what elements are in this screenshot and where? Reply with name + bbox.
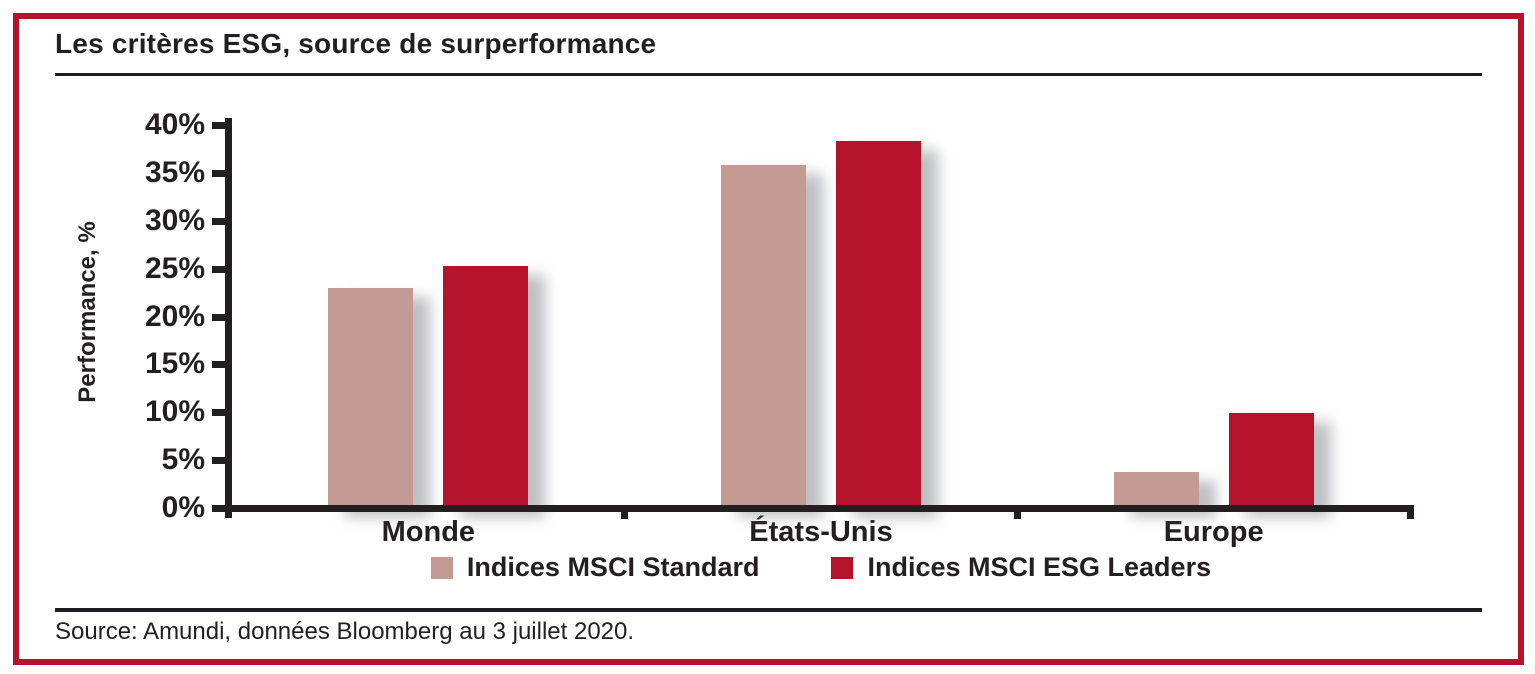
chart-title: Les critères ESG, source de surperforman… <box>55 28 657 59</box>
legend-label: Indices MSCI Standard <box>466 552 760 582</box>
y-tick-label: 0% <box>161 491 205 524</box>
x-category-label: Europe <box>1163 516 1264 548</box>
y-tick-mark <box>212 122 226 129</box>
y-tick-mark <box>212 409 226 417</box>
y-tick-label: 25% <box>144 251 205 285</box>
bar-esg-leaders <box>1228 413 1314 508</box>
legend-swatch-icon <box>430 556 453 579</box>
x-axis-line <box>225 505 1410 512</box>
y-tick-mark <box>212 169 226 177</box>
legend-item: Indices MSCI Standard <box>430 552 760 583</box>
bar-standard <box>721 165 806 508</box>
legend-label: Indices MSCI ESG Leaders <box>867 552 1212 582</box>
source-divider <box>55 608 1482 612</box>
y-tick-mark <box>212 265 226 273</box>
x-category-label: États-Unis <box>749 516 893 548</box>
chart-legend: Indices MSCI Standard Indices MSCI ESG Le… <box>232 552 1410 583</box>
bar-esg-leaders <box>443 265 529 508</box>
x-tick-mark <box>621 505 629 519</box>
y-tick-mark <box>212 361 226 369</box>
source-note: Source: Amundi, données Bloomberg au 3 j… <box>55 618 635 645</box>
y-tick-label: 40% <box>144 108 205 141</box>
y-tick-label: 5% <box>161 443 205 477</box>
title-divider <box>55 73 1482 76</box>
bar-standard <box>328 287 414 508</box>
y-tick-label: 15% <box>144 347 205 381</box>
y-tick-mark <box>212 457 226 465</box>
bar-esg-leaders <box>836 141 921 508</box>
y-tick-label: 10% <box>144 395 205 429</box>
bar-standard <box>1113 471 1199 508</box>
legend-item: Indices MSCI ESG Leaders <box>831 552 1211 583</box>
x-tick-mark <box>1013 505 1021 519</box>
y-tick-mark <box>212 217 226 225</box>
y-axis-line <box>225 118 232 518</box>
y-tick-label: 30% <box>144 203 205 237</box>
y-tick-label: 35% <box>144 155 205 189</box>
y-tick-mark <box>212 505 226 512</box>
x-category-label: Monde <box>381 516 476 548</box>
x-tick-mark <box>1406 505 1414 519</box>
y-tick-mark <box>212 313 226 321</box>
y-tick-label: 20% <box>144 299 205 333</box>
legend-swatch-icon <box>831 556 854 579</box>
